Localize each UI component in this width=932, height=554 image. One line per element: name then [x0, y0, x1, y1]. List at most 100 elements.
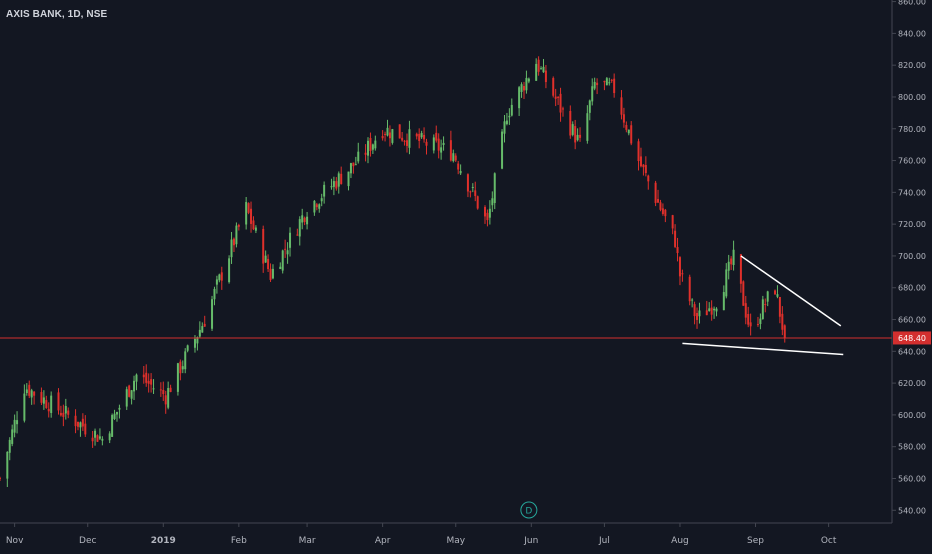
candle-body	[730, 258, 733, 265]
candle-body	[245, 202, 248, 225]
candle-body	[620, 97, 623, 115]
y-tick-label: 780.00	[898, 125, 926, 134]
candle-body	[525, 77, 528, 91]
candle-body	[708, 308, 711, 312]
candle-body	[503, 121, 506, 134]
candle-body	[79, 422, 82, 428]
candle-body	[678, 257, 681, 277]
candle-body	[289, 232, 292, 248]
candle-body	[542, 66, 545, 73]
candle-body	[250, 208, 253, 224]
candle-body	[493, 173, 496, 204]
candle-body	[654, 182, 657, 203]
candle-body	[747, 313, 750, 325]
x-tick-label: Apr	[375, 536, 391, 546]
y-tick-label: 840.00	[898, 29, 926, 38]
candle-body	[764, 304, 767, 306]
candle-body	[781, 313, 784, 330]
candle-body	[181, 366, 184, 370]
dividend-marker-circle	[520, 501, 538, 519]
candle-body	[313, 200, 316, 213]
candle-body	[637, 141, 640, 162]
candle-body	[457, 163, 460, 170]
candle-body	[778, 296, 781, 317]
y-tick-label: 660.00	[898, 316, 926, 325]
candle-body	[47, 408, 50, 412]
candle-body	[230, 239, 233, 258]
candle-body	[681, 273, 684, 275]
candle-body	[613, 78, 616, 94]
candle-body	[352, 162, 355, 167]
y-tick-label: 680.00	[898, 284, 926, 293]
candle-body	[145, 372, 148, 383]
candle-body	[371, 144, 374, 150]
candle-body	[454, 155, 457, 161]
candle-body	[135, 374, 138, 382]
y-tick-label: 820.00	[898, 61, 926, 70]
candle-body	[491, 198, 494, 206]
candle-body	[452, 153, 455, 162]
candle-body	[332, 181, 335, 187]
candle-body	[749, 322, 752, 327]
candle-body	[727, 261, 730, 271]
candle-body	[642, 164, 645, 168]
candle-body	[262, 228, 265, 264]
candle-body	[213, 288, 216, 300]
candle-body	[125, 389, 128, 407]
candle-body	[693, 304, 696, 317]
candle-body	[713, 308, 716, 311]
x-tick-label: Sep	[747, 536, 764, 546]
candle-body	[284, 248, 287, 250]
candle-body	[588, 100, 591, 113]
trendline	[682, 342, 844, 356]
candle-body	[418, 133, 421, 142]
candle-body	[388, 132, 391, 139]
candles-layer	[0, 56, 786, 487]
x-tick-label: Jun	[523, 536, 538, 546]
candle-body	[630, 125, 633, 144]
candle-body	[76, 421, 79, 427]
x-tick-label: May	[446, 536, 465, 546]
candle-body	[74, 415, 77, 427]
candle-body	[608, 82, 611, 84]
candle-body	[420, 132, 423, 138]
candle-body	[228, 258, 231, 283]
candle-body	[252, 220, 255, 230]
candle-body	[391, 129, 394, 143]
x-axis: Nov Dec 2019 Feb Mar Apr May Jun Jul Aug Sep Oct	[0, 522, 892, 546]
candle-body	[664, 209, 667, 217]
candle-body	[6, 451, 9, 479]
x-tick-label: Feb	[231, 536, 247, 546]
y-axis: 540.00 560.00 580.00 600.00 620.00 640.00 660.…	[891, 0, 931, 523]
y-tick-label: 600.00	[898, 411, 926, 420]
candle-body	[442, 142, 445, 145]
candle-body	[537, 59, 540, 72]
price-label-box	[893, 331, 931, 345]
candle-body	[128, 385, 131, 397]
candle-body	[45, 400, 48, 408]
candle-body	[16, 420, 19, 425]
candle-body	[142, 374, 145, 378]
x-tick-label: Aug	[671, 536, 689, 546]
candle-body	[476, 196, 479, 209]
candle-body	[486, 212, 489, 221]
x-tick-label: Jul	[598, 536, 610, 546]
candle-body	[113, 413, 116, 419]
candle-body	[435, 132, 438, 141]
candle-body	[369, 138, 372, 151]
candle-body	[167, 388, 170, 408]
candle-body	[508, 115, 511, 118]
candle-body	[25, 389, 28, 394]
candle-body	[286, 250, 289, 255]
candle-body	[111, 415, 114, 437]
candle-body	[732, 249, 735, 266]
candle-body	[586, 113, 589, 141]
candle-body	[347, 171, 350, 187]
candle-body	[674, 230, 677, 247]
candle-body	[303, 217, 306, 222]
candle-body	[569, 110, 572, 136]
candle-body	[335, 181, 338, 189]
